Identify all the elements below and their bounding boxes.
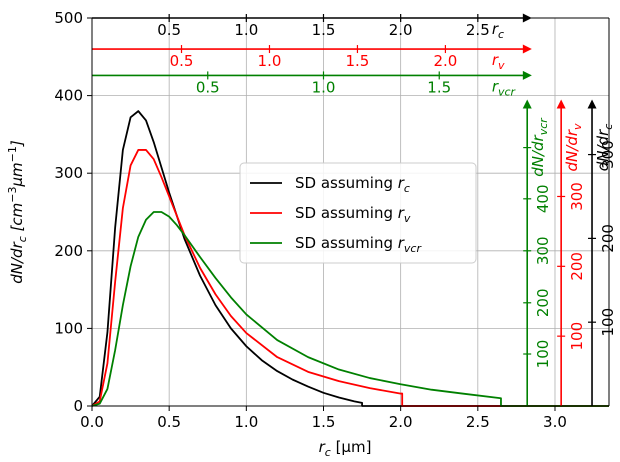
y-axis-label-part: [cm (8, 203, 26, 236)
right-axis-tick-label-rv: 300 (568, 182, 586, 211)
series-line-vcr (91, 211, 609, 407)
y-axis-label-part: −3 (6, 186, 19, 202)
legend-label-v-part: r (398, 204, 405, 222)
y-tick-label: 300 (54, 164, 83, 182)
legend-label-c-part: r (398, 174, 405, 192)
top-axis-label-rvcr-part: r (492, 77, 499, 95)
x-tick-label: 1.5 (312, 413, 336, 431)
right-axis-tick-label-rv: 100 (568, 322, 586, 351)
top-axis-arrow-rv (522, 44, 532, 54)
top-axis-arrow-rvcr (522, 70, 532, 80)
y-axis-label-part: dN/dr (8, 241, 26, 283)
main-axes-layer: 0.0 0.5 1.0 1.5 2.0 2.5 3.0 0 100 200 300 400 500 (54, 9, 610, 431)
x-axis-label-part: [μm] (331, 438, 372, 456)
top-axis-label-rv-part: v (498, 59, 505, 72)
y-axis-label-part: −1 (6, 146, 19, 162)
x-tick-label: 1.0 (234, 413, 258, 431)
top-axis-tick-label-rv: 1.0 (258, 52, 282, 70)
top-axis-tick-label-rv: 1.5 (346, 52, 370, 70)
legend-label-c: SD assuming rc (295, 174, 410, 195)
legend-label-v-part: SD assuming (295, 204, 398, 222)
x-tick-label: 3.0 (543, 413, 567, 431)
series-line-c (91, 110, 609, 407)
top-axis-label-rc-part: c (498, 28, 504, 41)
legend-label-vcr-part: r (398, 234, 405, 252)
top-axis-tick-label-rc: 0.5 (157, 21, 181, 39)
series-layer (91, 110, 609, 407)
y-axis-label: dN/drc [cm−3μm−1] (6, 140, 29, 284)
legend-label-vcr-part: vcr (404, 242, 423, 255)
top-axis-label-rc: rc (492, 20, 504, 41)
y-axis-label-part: ] (8, 140, 26, 147)
legend-label-vcr-part: SD assuming (295, 234, 398, 252)
right-axis-label-rvcr: dN/drvcr (529, 117, 550, 177)
right-axis-label-rc: dN/drc (594, 124, 615, 172)
top-axis-tick-label-rc: 2.5 (466, 21, 490, 39)
series-line-v (91, 149, 609, 407)
right-axis-arrow-rv (556, 99, 566, 109)
right-axis-label-rv: dN/drv (563, 123, 584, 171)
top-axis-label-rvcr: rvcr (492, 77, 517, 98)
legend-label-c-part: c (404, 182, 410, 195)
right-axis-tick-label-rvcr: 100 (534, 340, 552, 369)
y-tick-label: 100 (54, 319, 83, 337)
top-axis-tick-label-rv: 2.0 (433, 52, 457, 70)
top-axis-tick-label-rc: 1.0 (234, 21, 258, 39)
y-axis-label-part: μm (8, 162, 26, 187)
right-axis-arrow-rc (587, 99, 597, 109)
x-axis-label-part: c (325, 446, 331, 459)
right-axis-tick-label-rvcr: 200 (534, 288, 552, 317)
top-axis-tick-label-rvcr: 1.5 (427, 78, 451, 96)
y-tick-label: 0 (73, 397, 83, 415)
right-axis-arrow-rvcr (522, 99, 532, 109)
legend-label-vcr: SD assuming rvcr (295, 234, 422, 255)
top-axis-tick-label-rc: 2.0 (389, 21, 413, 39)
y-tick-label: 400 (54, 87, 83, 105)
x-tick-label: 2.0 (389, 413, 413, 431)
x-axis-label: rc [μm] (319, 438, 372, 459)
y-tick-label: 500 (54, 9, 83, 27)
legend-label-c-part: SD assuming (295, 174, 398, 192)
right-axis-label-rc-part: dN/dr (594, 129, 612, 171)
right-axis-label-rvcr-part: dN/dr (529, 134, 547, 176)
top-axis-tick-label-rvcr: 0.5 (196, 78, 220, 96)
x-tick-label: 0.0 (80, 413, 104, 431)
legend-box (239, 162, 477, 264)
top-axis-label-rc-part: r (492, 20, 499, 38)
top-axis-label-rv: rv (492, 51, 505, 72)
legend-label-v-part: v (404, 212, 411, 225)
top-axis-label-rvcr-part: vcr (498, 85, 517, 98)
right-axis-label-rv-part: v (571, 123, 584, 130)
y-tick-label: 200 (54, 242, 83, 260)
right-axis-tick-label-rv: 200 (568, 252, 586, 281)
top-axis-label-rv-part: r (492, 51, 499, 69)
right-axis-tick-label-rc: 200 (599, 224, 617, 253)
right-axis-label-rvcr-part: vcr (537, 117, 550, 136)
top-axis-tick-label-rc: 1.5 (312, 21, 336, 39)
x-axis-label-part: r (319, 438, 326, 456)
y-axis-label-part: c (16, 236, 29, 242)
right-axis-tick-label-rc: 300 (599, 140, 617, 169)
auxiliary-axes-layer: 0.5 1.0 1.5 2.0 2.5 rc0.5 1.0 1.5 2.0 rv0.5 1.0 1.5… (92, 13, 617, 406)
legend-label-v: SD assuming rv (295, 204, 411, 225)
right-axis-tick-label-rvcr: 300 (534, 236, 552, 265)
x-tick-label: 0.5 (157, 413, 181, 431)
right-axis-label-rv-part: dN/dr (563, 129, 581, 171)
top-axis-tick-label-rv: 0.5 (170, 52, 194, 70)
x-tick-label: 2.5 (466, 413, 490, 431)
right-axis-tick-label-rvcr: 400 (534, 184, 552, 213)
right-axis-tick-label-rc: 100 (599, 308, 617, 337)
axis-labels-layer: rc [μm]dN/drc [cm−3μm−1] (6, 140, 371, 459)
top-axis-tick-label-rvcr: 1.0 (312, 78, 336, 96)
